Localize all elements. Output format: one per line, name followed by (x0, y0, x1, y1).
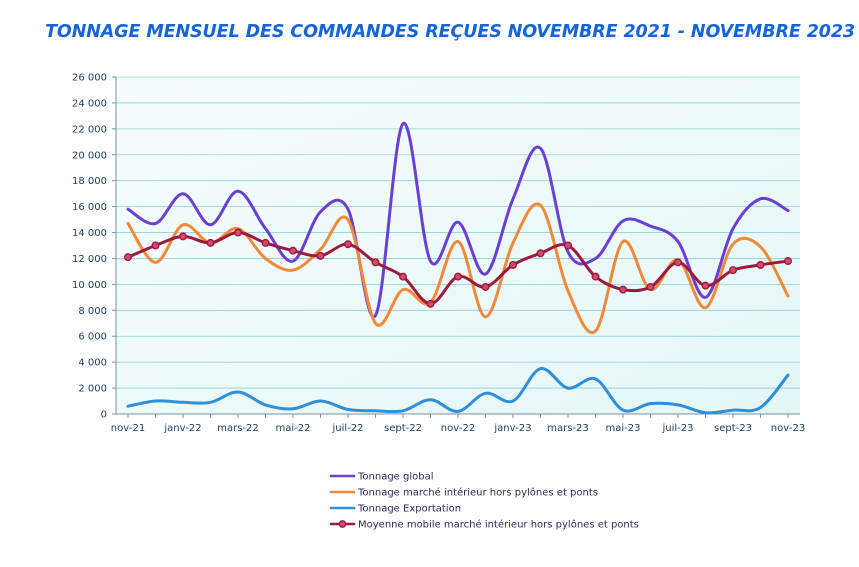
y-tick-label: 0 (101, 410, 107, 421)
chart-title: TONNAGE MENSUEL DES COMMANDES REÇUES NOV… (45, 22, 855, 42)
legend: Tonnage global Tonnage marché intérieur h… (329, 472, 639, 531)
x-tick-label: mai-23 (606, 423, 641, 434)
data-point (454, 272, 463, 281)
legend-item: Tonnage marché intérieur hors pylônes et… (329, 487, 598, 499)
data-point (316, 251, 325, 260)
data-point (123, 253, 132, 262)
legend-label: Tonnage global (357, 472, 434, 483)
x-tick-label: mai-22 (276, 423, 311, 434)
x-tick-label: nov-21 (111, 423, 145, 434)
x-tick-label: janv-23 (493, 423, 531, 434)
y-tick-label: 2 000 (78, 384, 107, 395)
y-tick-label: 16 000 (72, 202, 107, 213)
x-tick-label: sept-23 (714, 423, 752, 434)
y-tick-label: 22 000 (72, 124, 107, 135)
data-point (729, 266, 738, 275)
legend-item: Moyenne mobile marché intérieur hors pyl… (329, 519, 639, 531)
data-point (399, 272, 408, 281)
legend-item: Tonnage Exportation (329, 504, 461, 515)
data-point (289, 246, 298, 255)
data-point (619, 285, 628, 294)
gridlines (116, 76, 800, 389)
y-tick-label: 18 000 (72, 176, 107, 187)
legend-marker (338, 520, 347, 528)
series-line (126, 122, 790, 319)
series-0 (126, 122, 790, 319)
x-tick-label: mars-22 (217, 423, 259, 434)
data-point (756, 260, 765, 269)
x-tick-label: juil-23 (661, 423, 693, 434)
data-point (509, 260, 518, 269)
y-tick-label: 8 000 (78, 306, 107, 317)
data-point (591, 272, 600, 281)
data-point (178, 232, 187, 241)
series-3 (123, 228, 793, 308)
series-line (126, 367, 790, 415)
legend-label: Moyenne mobile marché intérieur hors pyl… (358, 519, 639, 531)
y-tick-label: 10 000 (72, 280, 107, 291)
data-point (233, 228, 242, 237)
data-point (151, 241, 160, 250)
series-2 (126, 367, 790, 415)
x-tick-label: nov-22 (441, 423, 475, 434)
data-point (674, 258, 683, 267)
data-point (426, 299, 435, 308)
series-lines (123, 122, 793, 415)
data-point (344, 240, 353, 249)
data-point (371, 258, 380, 267)
y-tick-label: 6 000 (78, 332, 107, 343)
y-tick-label: 26 000 (72, 73, 107, 84)
y-tick-label: 4 000 (78, 358, 107, 369)
data-point (261, 238, 270, 247)
data-point (646, 282, 655, 291)
x-tick-label: mars-23 (547, 423, 589, 434)
legend-label: Tonnage Exportation (357, 504, 461, 515)
x-tick-label: juil-22 (331, 423, 363, 434)
x-tick-label: janv-22 (163, 423, 201, 434)
legend-label: Tonnage marché intérieur hors pylônes et… (357, 487, 598, 499)
y-tick-label: 14 000 (72, 228, 107, 239)
legend-item: Tonnage global (329, 472, 434, 483)
y-tick-label: 24 000 (72, 98, 107, 109)
y-tick-label: 20 000 (72, 150, 107, 161)
data-point (784, 257, 793, 266)
data-point (536, 249, 545, 258)
data-point (481, 282, 490, 291)
x-tick-label: nov-23 (771, 423, 805, 434)
plot-background (116, 77, 800, 414)
data-point (206, 238, 215, 247)
data-point (701, 281, 710, 290)
y-tick-label: 12 000 (72, 254, 107, 265)
axes: 0 2 000 4 000 6 000 8 000 10 000 12 000 14 000 1… (72, 73, 805, 435)
data-point (564, 241, 573, 250)
x-tick-label: sept-22 (384, 423, 422, 434)
